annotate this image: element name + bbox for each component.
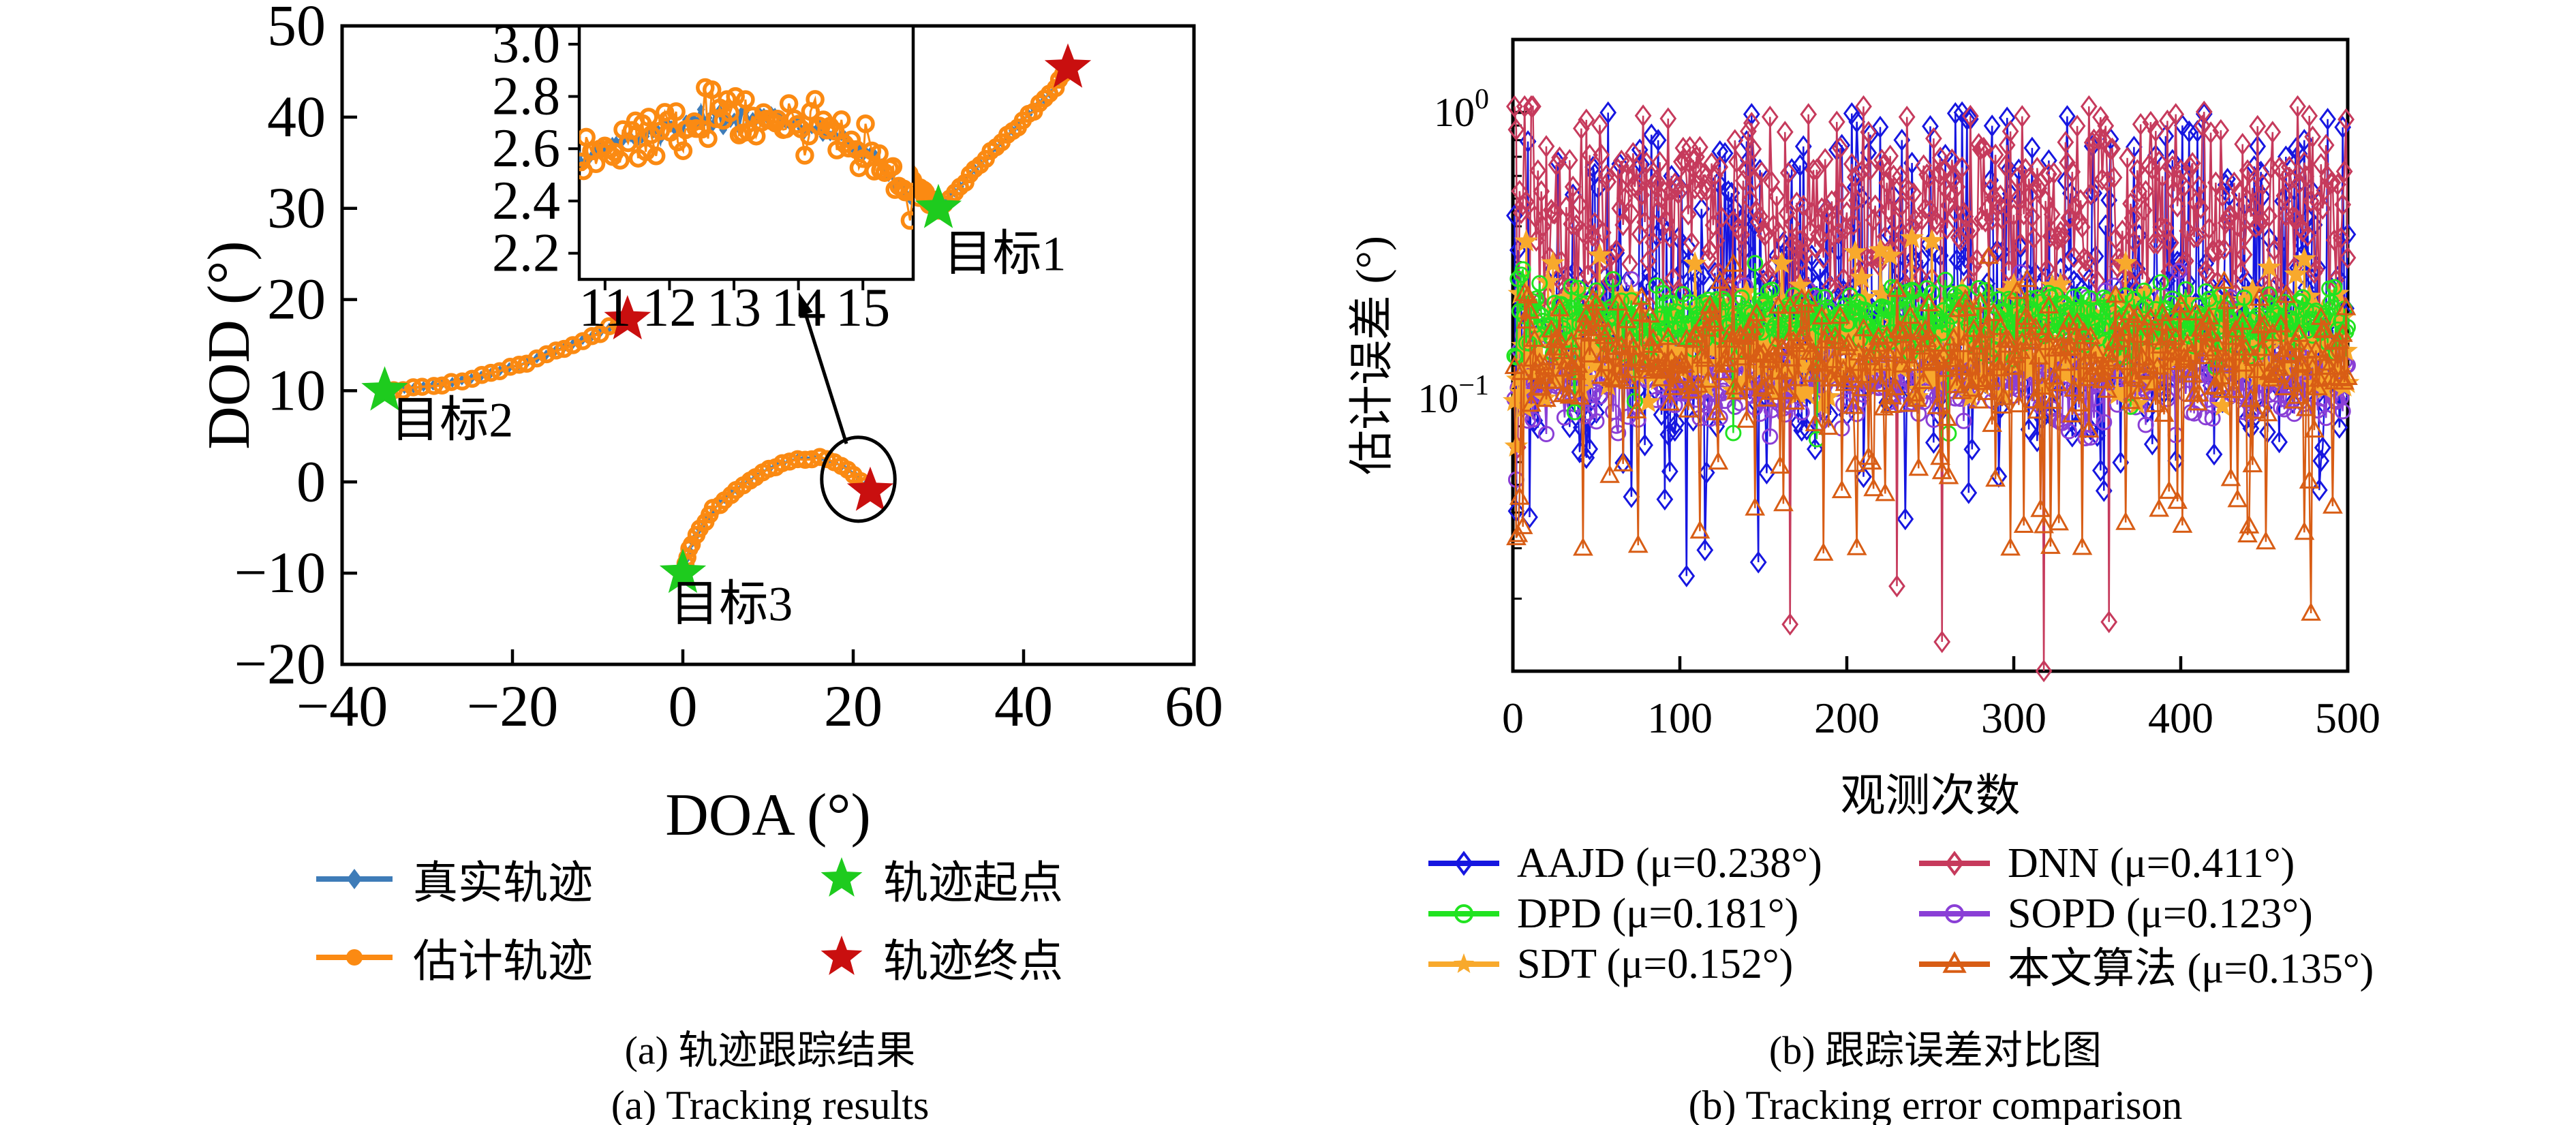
target-label-1: 目标1 [944,227,1067,281]
plot-a-trajectories [375,61,1077,583]
legend-marker-sopd-icon [1919,904,1990,923]
svg-text:−20: −20 [467,673,559,739]
legend-marker-sdt-icon [1428,953,1499,973]
svg-text:11: 11 [579,278,631,338]
legend-marker-aajd-icon [1428,850,1499,876]
svg-text:40: 40 [994,673,1053,739]
svg-text:2.2: 2.2 [492,224,560,283]
svg-text:300: 300 [1981,694,2046,742]
plot-b: 0 100 200 300 400 500 100 10−1 观测次数 估计误差 (°) [1347,37,2380,821]
legend-item-dnn: DNN (μ=0.411°) [1916,838,2421,889]
legend-item-trajectory-start: 轨迹起点 [818,848,1227,910]
svg-text:400: 400 [2148,694,2213,742]
end-star-3 [846,466,894,511]
caption-a-en: (a) Tracking results [611,1083,930,1125]
svg-text:100: 100 [1647,694,1713,742]
svg-text:100: 100 [1434,84,1489,135]
legend-item-sopd: SOPD (μ=0.123°) [1916,889,2421,939]
legend-label-trajectory-end: 轨迹终点 [883,937,1063,987]
legend-a: 真实轨迹 轨迹起点估计轨迹 轨迹终点 [313,848,1227,988]
end-star-1 [1044,43,1092,88]
caption-b-en: (b) Tracking error comparison [1688,1083,2183,1125]
start-star-2 [361,366,408,411]
svg-text:2.8: 2.8 [492,67,560,127]
svg-text:30: 30 [267,175,326,241]
legend-label-true-trajectory: 真实轨迹 [413,859,593,908]
plot-b-axes: 0 100 200 300 400 500 100 10−1 观测次数 估计误差 (°) [1347,84,2380,821]
svg-text:−40: −40 [296,673,388,739]
start-star-3 [659,549,707,594]
caption-a: (a) 轨迹跟踪结果 (a) Tracking results [157,1023,1383,1125]
legend-marker-trajectory-start-icon [821,857,863,897]
svg-text:2.4: 2.4 [492,171,560,231]
caption-a-cn: (a) 轨迹跟踪结果 [624,1028,916,1073]
caption-b-cn: (b) 跟踪误差对比图 [1768,1028,2102,1073]
zoom-circle-annotation [820,435,897,523]
target-label-2: 目标2 [390,392,513,447]
svg-text:20: 20 [824,673,883,739]
legend-label-dnn: DNN (μ=0.411°) [2008,839,2295,887]
legend-item-aajd: AAJD (μ=0.238°) [1426,838,1889,889]
legend-item-trajectory-end: 轨迹终点 [818,927,1227,988]
end-star-2 [604,295,651,340]
target-label-3: 目标3 [670,577,793,632]
legend-marker-dnn-icon [1919,850,1990,876]
legend-marker-dpd-icon [1428,904,1499,923]
legend-marker-true-trajectory-icon [316,869,393,889]
legend-marker-estimated-trajectory-icon [316,949,393,966]
legend-label-proposed: 本文算法 (μ=0.135°) [2008,946,2374,992]
svg-text:2.6: 2.6 [492,119,560,179]
legend-item-sdt: SDT (μ=0.152°) [1426,939,1889,989]
plot-b-xlabel: 观测次数 [1841,771,2021,821]
series-proposed [1504,245,2358,621]
legend-item-estimated-trajectory: 估计轨迹 [313,927,722,988]
svg-text:20: 20 [267,266,326,332]
svg-text:500: 500 [2315,694,2380,742]
svg-text:10−1: 10−1 [1417,370,1489,421]
plot-b-ylabel: 估计误差 (°) [1347,236,1397,475]
legend-label-sdt: SDT (μ=0.152°) [1517,940,1794,987]
legend-marker-trajectory-end-icon [821,936,863,975]
svg-text:15: 15 [835,278,890,338]
caption-b: (b) 跟踪误差对比图 (b) Tracking error compariso… [1404,1023,2467,1125]
svg-text:−10: −10 [234,540,326,605]
svg-text:14: 14 [771,278,826,338]
legend-marker-proposed-icon [1919,951,1990,973]
svg-text:10: 10 [267,357,326,422]
svg-text:40: 40 [267,84,326,149]
legend-label-sopd: SOPD (μ=0.123°) [2008,890,2313,937]
svg-text:13: 13 [707,278,761,338]
svg-text:3.0: 3.0 [492,14,560,74]
plot-a-markers: 目标1 目标2 目标3 [361,43,1092,632]
svg-text:200: 200 [1814,694,1880,742]
legend-item-proposed: 本文算法 (μ=0.135°) [1916,939,2421,992]
svg-text:50: 50 [267,0,326,58]
plot-a-inset: 11 12 13 14 15 2.22.42.62.83.0 [492,14,915,338]
legend-label-dpd: DPD (μ=0.181°) [1517,890,1799,937]
legend-b: AAJD (μ=0.238°) DNN (μ=0.411°) DPD (μ=0.18… [1426,838,2421,992]
svg-text:0: 0 [296,448,326,514]
plot-a-ylabel: DOD (°) [196,241,262,449]
plot-a-xlabel: DOA (°) [665,782,871,848]
legend-item-true-trajectory: 真实轨迹 [313,848,722,910]
legend-label-estimated-trajectory: 估计轨迹 [413,937,593,987]
legend-label-trajectory-start: 轨迹起点 [883,859,1063,908]
svg-text:0: 0 [1502,694,1524,742]
zoom-arrow [803,313,848,444]
zoom-arrow-head [798,292,813,317]
start-star-1 [915,183,962,228]
svg-text:12: 12 [642,278,696,338]
legend-item-dpd: DPD (μ=0.181°) [1426,889,1889,939]
svg-text:0: 0 [669,673,698,739]
svg-text:−20: −20 [234,631,326,696]
svg-text:60: 60 [1165,673,1223,739]
legend-label-aajd: AAJD (μ=0.238°) [1517,839,1822,887]
